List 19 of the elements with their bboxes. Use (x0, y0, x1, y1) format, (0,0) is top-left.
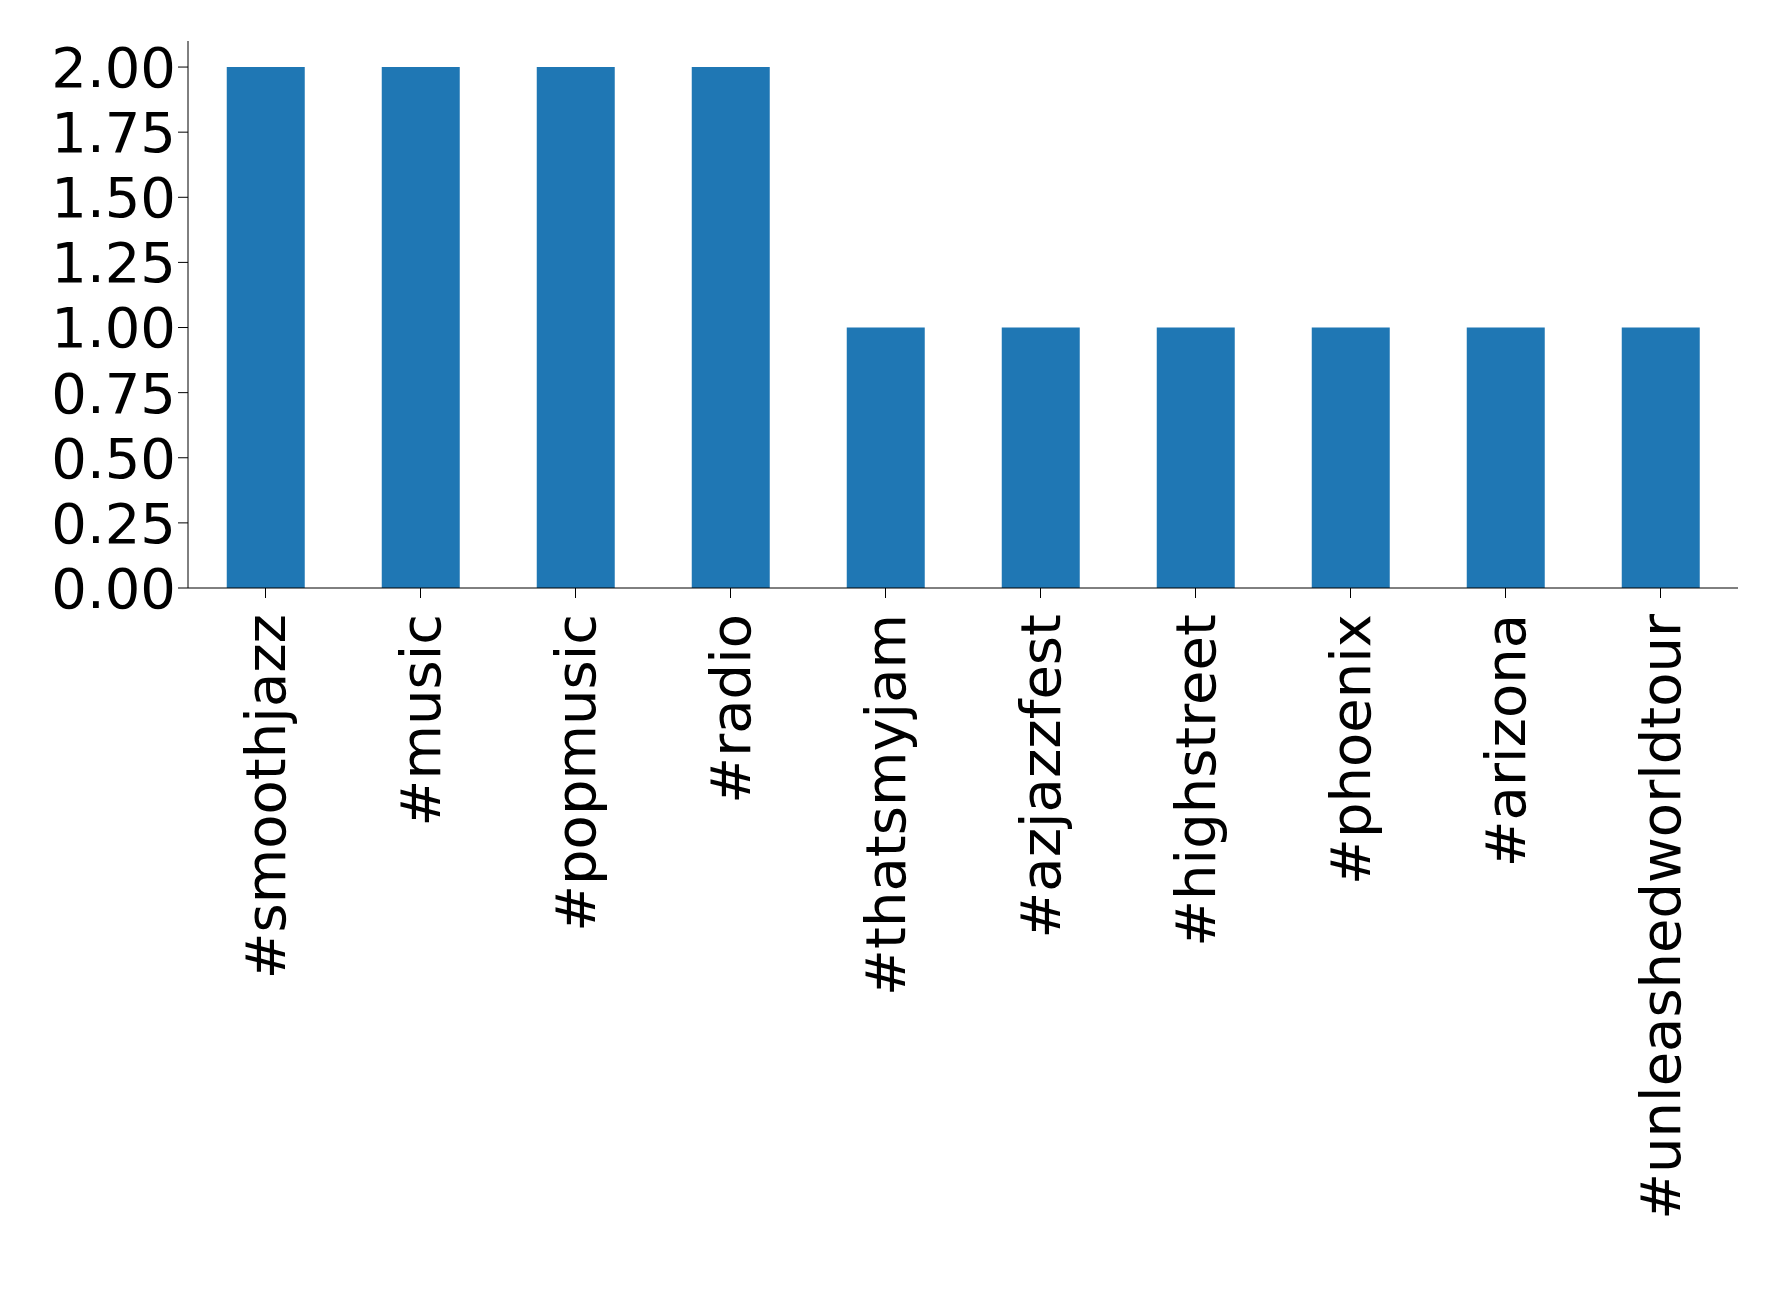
y-tick-label: 0.25 (51, 490, 176, 556)
y-tick-label: 0.50 (51, 425, 176, 491)
x-tick-label: #arizona (1473, 614, 1538, 868)
x-tick-label: #phoenix (1318, 614, 1383, 885)
x-tick-label: #popmusic (543, 614, 608, 932)
y-tick-label: 1.50 (51, 165, 176, 231)
y-tick-label: 2.00 (51, 34, 176, 100)
y-tick-label: 1.25 (51, 230, 176, 296)
x-tick-label: #unleashedworldtour (1628, 613, 1693, 1220)
x-tick-label: #highstreet (1163, 614, 1228, 947)
x-tick-label: #music (388, 614, 453, 827)
y-tick-label: 1.75 (51, 100, 176, 166)
y-tick-label: 0.00 (51, 555, 176, 621)
x-tick-label: #thatsmyjam (853, 614, 918, 996)
x-tick-label: #smoothjazz (233, 614, 298, 980)
y-tick-label: 0.75 (51, 360, 176, 426)
y-tick-label: 1.00 (51, 295, 176, 361)
x-tick-label: #radio (698, 614, 763, 804)
x-tick-label: #azjazzfest (1008, 614, 1073, 939)
